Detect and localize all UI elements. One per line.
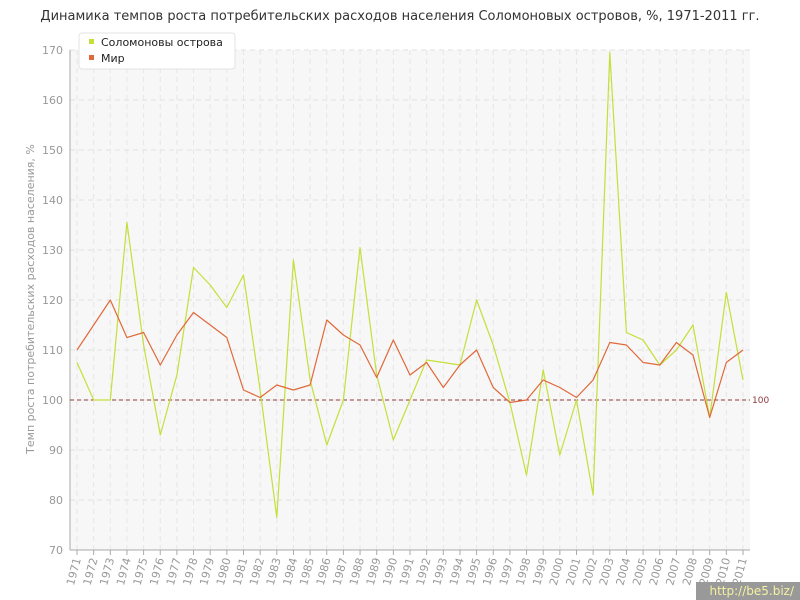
series-line-world (76, 299, 744, 419)
watermark-link[interactable]: http://be5.biz/ (709, 584, 794, 598)
y-tick-label: 70 (49, 544, 63, 557)
y-tick-label: 90 (49, 444, 63, 457)
legend-box (78, 32, 236, 70)
y-tick-label: 80 (49, 494, 63, 507)
series-line-solomon (76, 51, 744, 519)
legend: Соломоновы острова Мир (78, 32, 236, 70)
watermark-box: http://be5.biz/ (696, 582, 800, 600)
y-tick-label: 170 (42, 44, 63, 57)
reference-line-label: 100 (752, 396, 769, 406)
y-tick-label: 120 (42, 294, 63, 307)
legend-label-world[interactable]: Мир (101, 52, 125, 65)
series-layer (76, 51, 744, 519)
grid-layer (70, 49, 750, 550)
legend-swatch-world (89, 55, 94, 60)
y-tick-label: 160 (42, 94, 63, 107)
x-tick-labels: 1971197219731974197519761977197819791980… (64, 556, 750, 586)
y-tick-label: 110 (42, 344, 63, 357)
chart-title: Динамика темпов роста потребительских ра… (40, 9, 760, 24)
y-axis-title: Темп роста потребительских расходов насе… (24, 144, 37, 455)
legend-swatch-solomon (89, 39, 94, 44)
y-tick-label: 130 (42, 244, 63, 257)
y-tick-label: 100 (42, 394, 63, 407)
y-tick-label: 140 (42, 194, 63, 207)
legend-label-solomon[interactable]: Соломоновы острова (101, 36, 223, 49)
y-tick-label: 150 (42, 144, 63, 157)
y-tick-labels: 70 80 90 100 110 120 130 140 150 160 170 (42, 44, 63, 557)
axis-layer (69, 50, 750, 555)
